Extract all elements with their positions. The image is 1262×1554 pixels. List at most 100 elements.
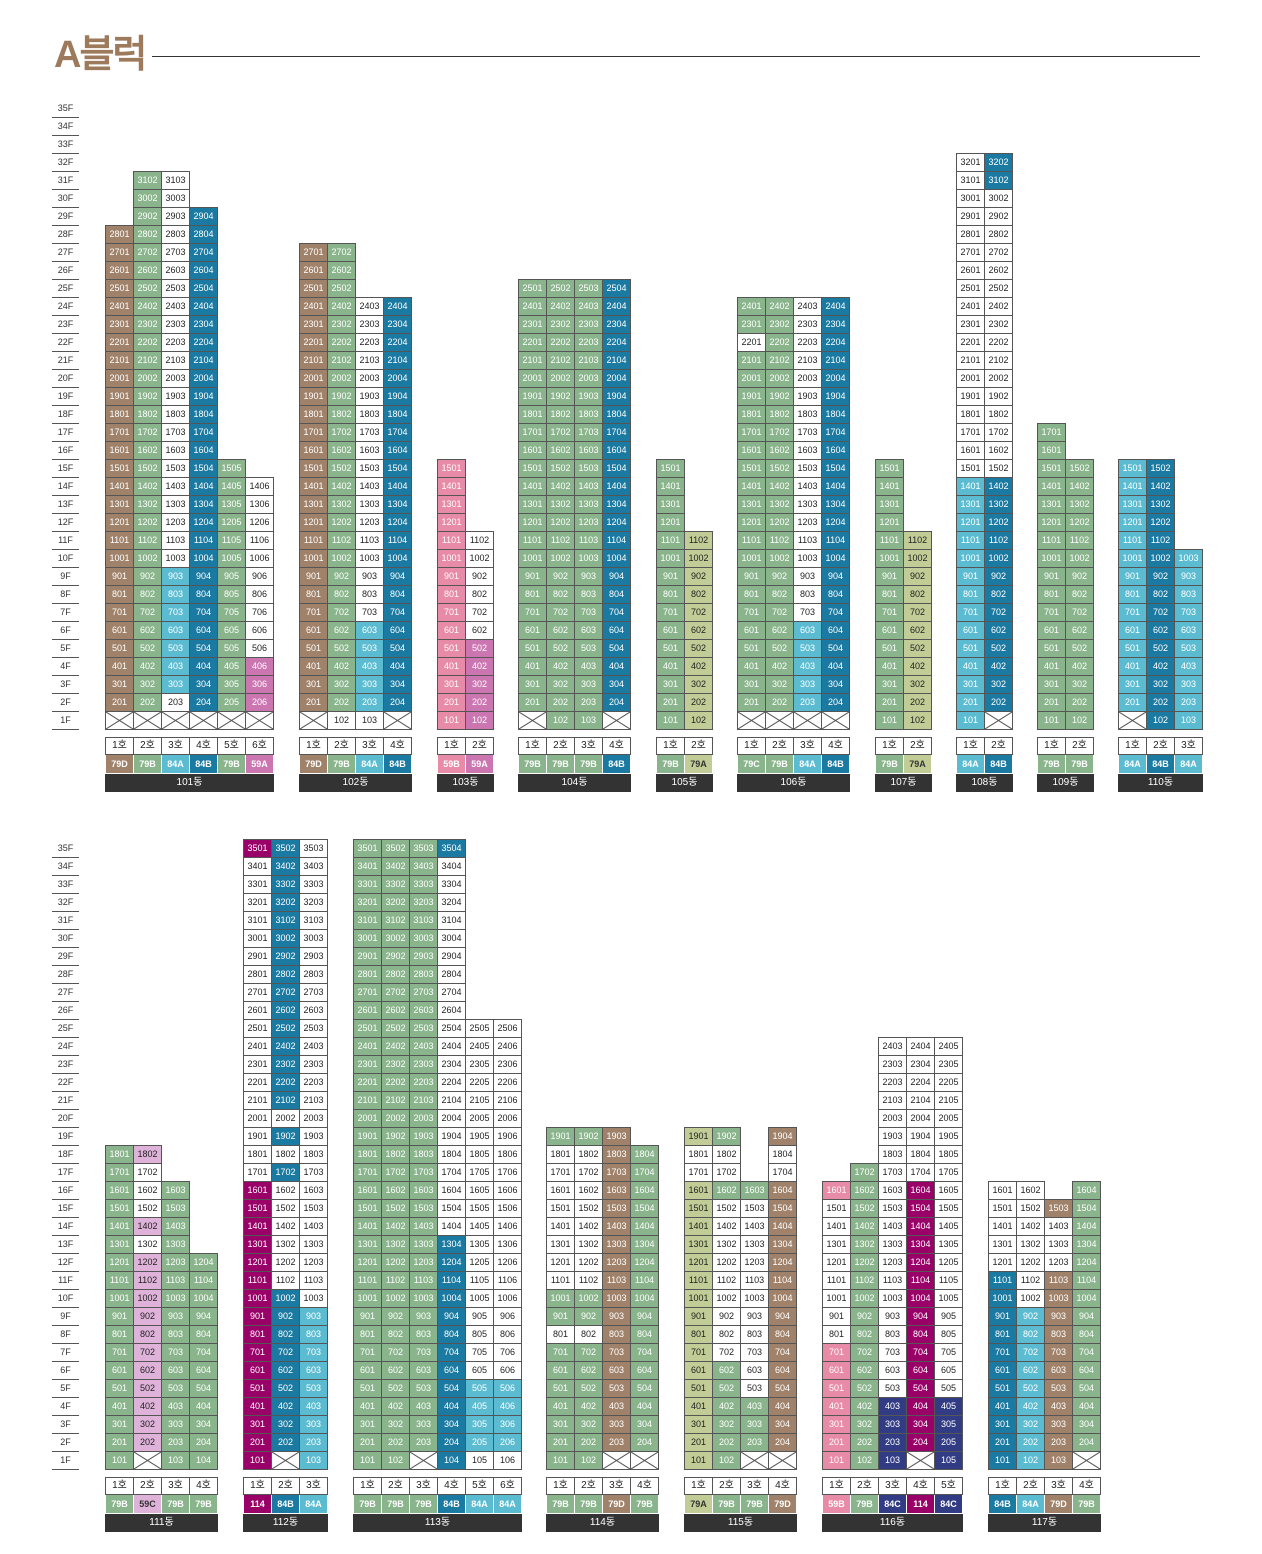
unit-cell[interactable]: 601 xyxy=(1037,621,1066,640)
unit-cell[interactable]: 2601 xyxy=(353,1001,382,1020)
unit-cell[interactable]: 304 xyxy=(1072,1415,1101,1434)
unit-cell[interactable]: 1902 xyxy=(984,387,1013,406)
unit-cell[interactable]: 1302 xyxy=(133,495,162,514)
unit-cell[interactable]: 104 xyxy=(189,1451,218,1470)
unit-cell[interactable]: 104 xyxy=(437,1451,466,1470)
unit-cell[interactable]: 2501 xyxy=(299,279,328,298)
unit-cell[interactable]: 604 xyxy=(768,1361,797,1380)
unit-cell[interactable]: 1703 xyxy=(878,1163,907,1182)
unit-cell[interactable]: 2102 xyxy=(381,1091,410,1110)
unit-cell[interactable]: 1404 xyxy=(630,1217,659,1236)
unit-cell[interactable]: 502 xyxy=(1016,1379,1045,1398)
unit-cell[interactable]: 203 xyxy=(878,1433,907,1452)
unit-cell[interactable]: 1501 xyxy=(105,1199,134,1218)
unit-cell[interactable]: 1202 xyxy=(1065,513,1094,532)
unit-cell[interactable]: 1001 xyxy=(353,1289,382,1308)
unit-cell[interactable]: 302 xyxy=(574,1415,603,1434)
unit-cell[interactable]: 2902 xyxy=(271,947,300,966)
unit-cell[interactable]: 1704 xyxy=(383,423,412,442)
unit-cell[interactable]: 1302 xyxy=(271,1235,300,1254)
unit-cell[interactable]: 103 xyxy=(161,1451,190,1470)
unit-cell[interactable]: 504 xyxy=(630,1379,659,1398)
unit-cell[interactable]: 1605 xyxy=(934,1181,963,1200)
unit-cell[interactable]: 503 xyxy=(1044,1379,1073,1398)
unit-cell[interactable]: 2402 xyxy=(546,297,575,316)
unit-cell[interactable]: 304 xyxy=(189,675,218,694)
unit-cell[interactable]: 1402 xyxy=(984,477,1013,496)
unit-cell[interactable]: 1403 xyxy=(161,1217,190,1236)
unit-cell[interactable]: 2001 xyxy=(956,369,985,388)
unit-cell[interactable]: 602 xyxy=(546,621,575,640)
unit-cell[interactable]: 1404 xyxy=(768,1217,797,1236)
unit-cell[interactable]: 704 xyxy=(906,1343,935,1362)
unit-cell[interactable]: 404 xyxy=(630,1397,659,1416)
unit-cell[interactable]: 506 xyxy=(493,1379,522,1398)
unit-cell[interactable]: 1601 xyxy=(956,441,985,460)
unit-cell[interactable]: 1301 xyxy=(518,495,547,514)
unit-cell[interactable]: 2902 xyxy=(133,207,162,226)
unit-cell[interactable]: 1001 xyxy=(684,1289,713,1308)
unit-cell[interactable]: 404 xyxy=(1072,1397,1101,1416)
unit-cell[interactable]: 701 xyxy=(105,1343,134,1362)
unit-cell[interactable]: 2302 xyxy=(984,315,1013,334)
unit-cell[interactable]: 701 xyxy=(1118,603,1147,622)
unit-cell[interactable]: 3501 xyxy=(353,839,382,858)
unit-cell[interactable]: 202 xyxy=(327,693,356,712)
unit-cell[interactable]: 1602 xyxy=(574,1181,603,1200)
unit-cell[interactable]: 802 xyxy=(1016,1325,1045,1344)
unit-cell[interactable]: 1001 xyxy=(1037,549,1066,568)
unit-cell[interactable]: 1204 xyxy=(189,513,218,532)
unit-cell[interactable]: 1801 xyxy=(299,405,328,424)
unit-cell[interactable]: 602 xyxy=(850,1361,879,1380)
unit-cell[interactable]: 1304 xyxy=(383,495,412,514)
unit-cell[interactable]: 2103 xyxy=(355,351,384,370)
unit-cell[interactable]: 1905 xyxy=(465,1127,494,1146)
unit-cell[interactable]: 906 xyxy=(493,1307,522,1326)
unit-cell[interactable]: 2504 xyxy=(602,279,631,298)
unit-cell[interactable]: 1601 xyxy=(105,441,134,460)
unit-cell[interactable]: 1503 xyxy=(574,459,603,478)
unit-cell[interactable]: 402 xyxy=(1016,1397,1045,1416)
unit-cell[interactable]: 3502 xyxy=(381,839,410,858)
unit-cell[interactable]: 2701 xyxy=(105,243,134,262)
unit-cell[interactable]: 2406 xyxy=(493,1037,522,1056)
unit-cell[interactable]: 1001 xyxy=(822,1289,851,1308)
unit-cell[interactable]: 401 xyxy=(875,657,904,676)
unit-cell[interactable]: 2203 xyxy=(409,1073,438,1092)
unit-cell[interactable]: 1503 xyxy=(740,1199,769,1218)
unit-cell[interactable]: 502 xyxy=(712,1379,741,1398)
unit-cell[interactable]: 803 xyxy=(740,1325,769,1344)
unit-cell[interactable]: 1903 xyxy=(299,1127,328,1146)
unit-cell[interactable]: 605 xyxy=(465,1361,494,1380)
unit-cell[interactable]: 503 xyxy=(409,1379,438,1398)
unit-cell[interactable]: 2402 xyxy=(133,297,162,316)
unit-cell[interactable]: 603 xyxy=(574,621,603,640)
unit-cell[interactable]: 1004 xyxy=(437,1289,466,1308)
unit-cell[interactable]: 502 xyxy=(546,639,575,658)
unit-cell[interactable]: 2302 xyxy=(765,315,794,334)
unit-cell[interactable]: 1302 xyxy=(546,495,575,514)
unit-cell[interactable]: 1403 xyxy=(878,1217,907,1236)
unit-cell[interactable]: 1203 xyxy=(740,1253,769,1272)
unit-cell[interactable]: 1701 xyxy=(105,1163,134,1182)
unit-cell[interactable]: 1201 xyxy=(437,513,466,532)
unit-cell[interactable]: 1201 xyxy=(737,513,766,532)
unit-cell[interactable]: 903 xyxy=(574,567,603,586)
unit-cell[interactable]: 302 xyxy=(271,1415,300,1434)
unit-cell[interactable]: 2305 xyxy=(934,1055,963,1074)
unit-cell[interactable]: 1003 xyxy=(1174,549,1203,568)
unit-cell[interactable]: 2301 xyxy=(353,1055,382,1074)
unit-cell[interactable]: 904 xyxy=(189,567,218,586)
unit-cell[interactable]: 1601 xyxy=(353,1181,382,1200)
unit-cell[interactable]: 2001 xyxy=(353,1109,382,1128)
unit-cell[interactable]: 1302 xyxy=(133,1235,162,1254)
unit-cell[interactable]: 2304 xyxy=(602,315,631,334)
unit-cell[interactable]: 901 xyxy=(105,1307,134,1326)
unit-cell[interactable]: 1201 xyxy=(299,513,328,532)
unit-cell[interactable]: 701 xyxy=(656,603,685,622)
unit-cell[interactable]: 502 xyxy=(381,1379,410,1398)
unit-cell[interactable]: 402 xyxy=(381,1397,410,1416)
unit-cell[interactable]: 1601 xyxy=(988,1181,1017,1200)
unit-cell[interactable]: 2401 xyxy=(299,297,328,316)
unit-cell[interactable]: 704 xyxy=(630,1343,659,1362)
